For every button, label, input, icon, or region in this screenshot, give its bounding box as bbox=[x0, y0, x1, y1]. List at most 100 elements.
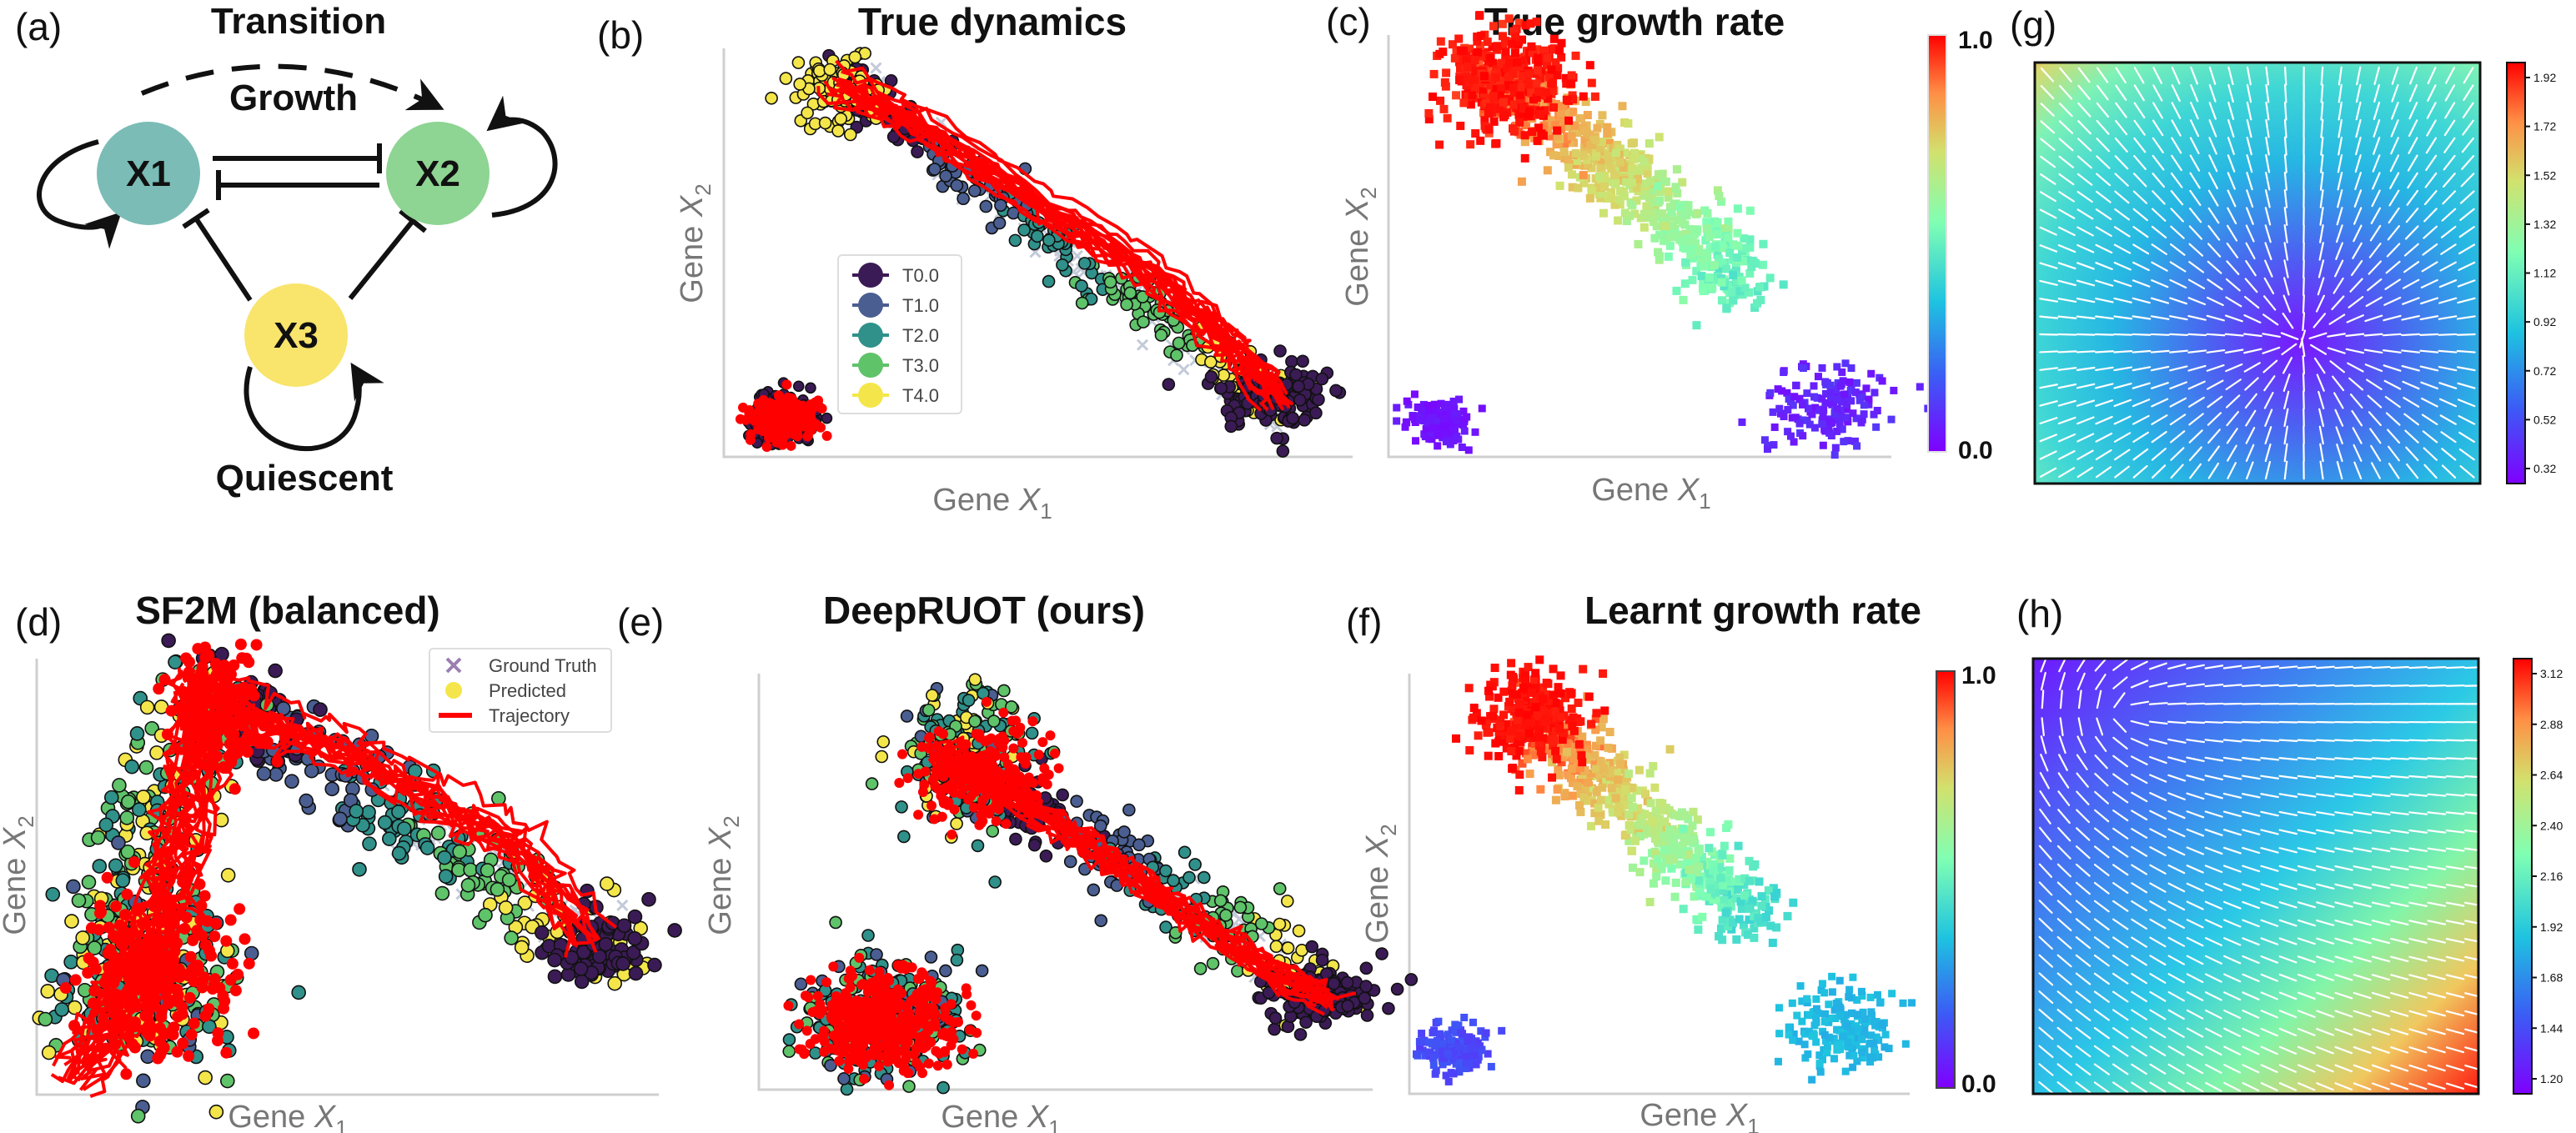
growth-point bbox=[1708, 283, 1717, 293]
trajectory-point bbox=[931, 994, 942, 1005]
growth-point bbox=[1750, 303, 1760, 313]
node-x2 bbox=[386, 122, 490, 225]
growth-point bbox=[1729, 271, 1738, 280]
trajectory-point bbox=[103, 921, 115, 934]
growth-point bbox=[1486, 53, 1495, 63]
growth-point bbox=[1653, 182, 1662, 191]
cell-point bbox=[1137, 315, 1150, 328]
cell-point bbox=[256, 766, 272, 781]
growth-point bbox=[1841, 359, 1850, 368]
growth-point bbox=[1828, 418, 1836, 426]
growth-point bbox=[1760, 436, 1769, 444]
trajectory-point bbox=[148, 900, 160, 912]
growth-point bbox=[1498, 19, 1507, 28]
trajectory-point bbox=[741, 414, 751, 425]
trajectory-point bbox=[207, 983, 219, 995]
growth-point bbox=[1599, 208, 1608, 218]
trajectory-point bbox=[213, 694, 226, 707]
trajectory-point bbox=[93, 907, 106, 920]
growth-point bbox=[1434, 423, 1443, 431]
trajectory-point bbox=[191, 925, 203, 937]
growth-point bbox=[1573, 156, 1582, 165]
growth-point bbox=[1545, 132, 1554, 141]
cell-point bbox=[1042, 233, 1056, 247]
growth-point bbox=[1645, 154, 1654, 163]
growth-point bbox=[1690, 238, 1700, 248]
cell-point bbox=[1093, 819, 1107, 833]
cell-point bbox=[1329, 384, 1343, 398]
growth-point bbox=[1795, 395, 1804, 404]
growth-point bbox=[1799, 364, 1807, 373]
cell-point bbox=[615, 956, 630, 971]
growth-point bbox=[1519, 103, 1528, 113]
growth-point bbox=[1833, 396, 1841, 404]
cell-point bbox=[75, 930, 90, 945]
trajectory-point bbox=[777, 439, 788, 450]
cell-point bbox=[1094, 914, 1108, 928]
growth-point bbox=[1440, 428, 1449, 436]
growth-point bbox=[1833, 427, 1841, 435]
trajectory-point bbox=[863, 999, 874, 1010]
cell-point bbox=[71, 893, 87, 909]
growth-point bbox=[1799, 432, 1807, 440]
growth-point bbox=[1724, 233, 1733, 242]
panel-label-f: (f) bbox=[1346, 600, 1382, 644]
cell-point bbox=[1170, 348, 1183, 362]
growth-point bbox=[1792, 381, 1800, 389]
cell-point bbox=[244, 945, 259, 961]
trajectory-point bbox=[900, 1054, 911, 1065]
growth-point bbox=[1605, 138, 1614, 148]
growth-point bbox=[1852, 414, 1860, 423]
cell-point bbox=[627, 930, 643, 946]
growth-point bbox=[1655, 133, 1664, 142]
trajectory-point bbox=[142, 1005, 154, 1017]
growth-point bbox=[1579, 92, 1588, 101]
growth-point bbox=[1549, 103, 1558, 112]
cell-point bbox=[460, 878, 476, 893]
growth-point bbox=[1614, 216, 1623, 225]
growth-point bbox=[1710, 274, 1720, 283]
growth-point bbox=[1547, 89, 1556, 98]
growth-point bbox=[1583, 160, 1592, 169]
growth-point bbox=[1434, 431, 1442, 439]
growth-point bbox=[1595, 143, 1604, 153]
x1-self-loop bbox=[37, 139, 122, 249]
trajectory-point bbox=[164, 929, 177, 941]
cell-point bbox=[1117, 825, 1131, 839]
cell-point bbox=[1293, 394, 1307, 407]
trajectory-point bbox=[794, 1019, 805, 1030]
trajectory-point bbox=[786, 440, 796, 451]
growth-point bbox=[1799, 400, 1807, 409]
growth-point bbox=[1714, 254, 1723, 263]
trajectory-point bbox=[783, 392, 794, 403]
growth-point bbox=[1554, 63, 1563, 73]
cell-point bbox=[794, 977, 808, 991]
x3-inhibits-x1 bbox=[193, 217, 253, 302]
cell-point bbox=[1031, 229, 1044, 243]
cell-point bbox=[1193, 962, 1208, 975]
growth-point bbox=[1513, 58, 1522, 67]
growth-point bbox=[1697, 272, 1706, 281]
cell-point bbox=[547, 969, 563, 985]
trajectory-point bbox=[243, 656, 255, 669]
cell-point bbox=[865, 777, 879, 790]
growth-point bbox=[1870, 389, 1879, 397]
growth-point bbox=[1403, 397, 1411, 405]
growth-point bbox=[1504, 14, 1514, 23]
cell-point bbox=[647, 957, 662, 973]
cell-point bbox=[1204, 355, 1218, 368]
growth-point bbox=[1731, 260, 1740, 269]
growth-point bbox=[1607, 164, 1616, 173]
cell-point bbox=[115, 873, 131, 888]
growth-point bbox=[1479, 89, 1488, 98]
growth-point bbox=[1850, 437, 1859, 445]
growth-point bbox=[1813, 394, 1821, 402]
growth-point bbox=[1671, 232, 1680, 241]
growth-point bbox=[1724, 224, 1733, 233]
growth-point bbox=[1444, 426, 1453, 434]
growth-point bbox=[1858, 393, 1866, 401]
trajectory-point bbox=[120, 1068, 133, 1080]
growth-point bbox=[1680, 279, 1690, 288]
growth-point bbox=[1561, 108, 1570, 118]
growth-point bbox=[1810, 382, 1818, 390]
